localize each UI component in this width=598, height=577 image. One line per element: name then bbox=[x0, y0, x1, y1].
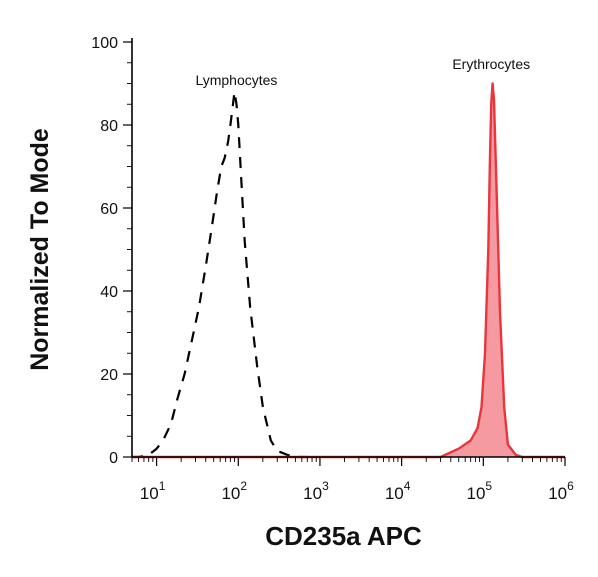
axes bbox=[131, 38, 565, 458]
axis-ticks: 0 20 40 60 80 100 101 102 103 104 105 106 bbox=[91, 35, 574, 503]
y-tick-label-20: 20 bbox=[100, 367, 118, 384]
y-tick-label-80: 80 bbox=[100, 118, 118, 135]
y-tick-label-40: 40 bbox=[100, 284, 118, 301]
y-tick-label-0: 0 bbox=[109, 450, 118, 467]
y-tick-label-60: 60 bbox=[100, 201, 118, 218]
y-axis-label: Normalized To Mode bbox=[26, 128, 54, 371]
series-erythrocytes-fill bbox=[132, 83, 565, 457]
series-lymphocytes-line bbox=[132, 90, 308, 459]
annotation-erythrocytes: Erythrocytes bbox=[452, 56, 530, 72]
annotation-lymphocytes: Lymphocytes bbox=[195, 72, 277, 88]
x-axis-label: CD235a APC bbox=[265, 521, 422, 551]
y-tick-label-100: 100 bbox=[91, 35, 118, 52]
x-tick-label-1: 101 bbox=[140, 479, 166, 503]
plot-area bbox=[132, 82, 565, 459]
x-tick-label-5: 105 bbox=[467, 479, 493, 503]
x-tick-label-3: 103 bbox=[303, 479, 329, 503]
x-tick-label-6: 106 bbox=[548, 479, 574, 503]
x-tick-label-4: 104 bbox=[385, 479, 411, 503]
x-tick-label-2: 102 bbox=[221, 479, 247, 503]
series-erythrocytes-line bbox=[132, 82, 565, 459]
